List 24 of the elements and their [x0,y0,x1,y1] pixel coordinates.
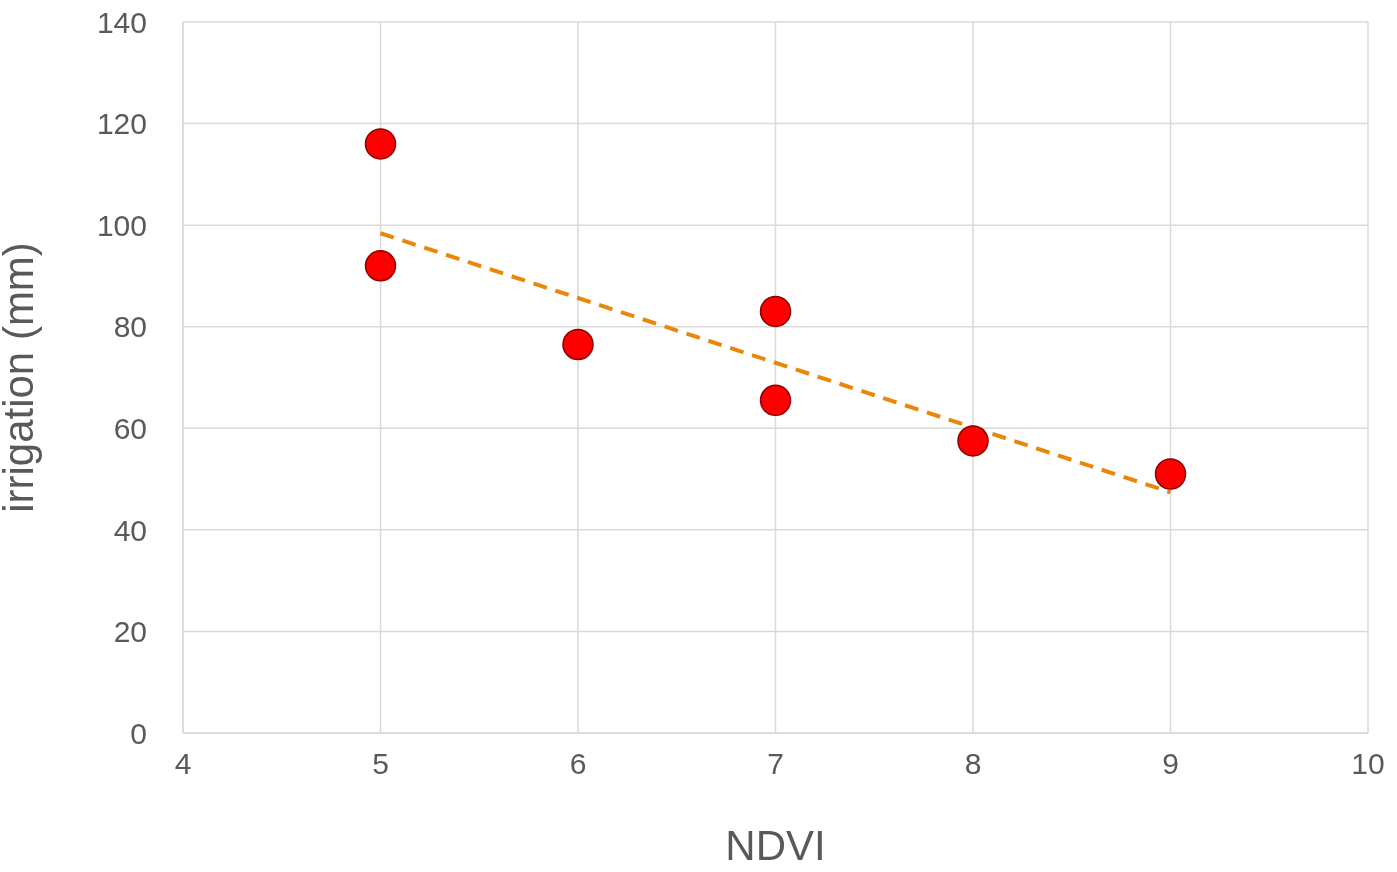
y-tick-label: 140 [96,5,147,39]
y-tick-label: 20 [113,615,147,649]
point [1154,458,1187,490]
point [562,328,594,361]
y-tick-label: 100 [96,208,147,242]
x-tick-label: 9 [1162,747,1179,781]
point [759,295,792,328]
y-tick-label: 60 [113,411,147,445]
y-tick-label: 80 [113,310,147,344]
y-axis-title: irrigation (mm) [0,242,42,513]
point [759,384,792,417]
y-tick-label: 0 [130,716,147,750]
y-tick-label: 120 [96,107,147,141]
x-tick-label: 7 [767,747,784,781]
x-tick-label: 6 [569,747,587,781]
x-axis-title: NDVI [725,822,826,869]
x-tick-label: 5 [372,747,389,781]
point [957,425,989,457]
point [364,250,397,282]
point [364,128,397,160]
y-tick-label: 40 [113,513,147,547]
x-tick-label: 8 [964,747,982,781]
x-tick-label: 4 [174,747,192,781]
x-tick-label: 10 [1351,747,1385,781]
